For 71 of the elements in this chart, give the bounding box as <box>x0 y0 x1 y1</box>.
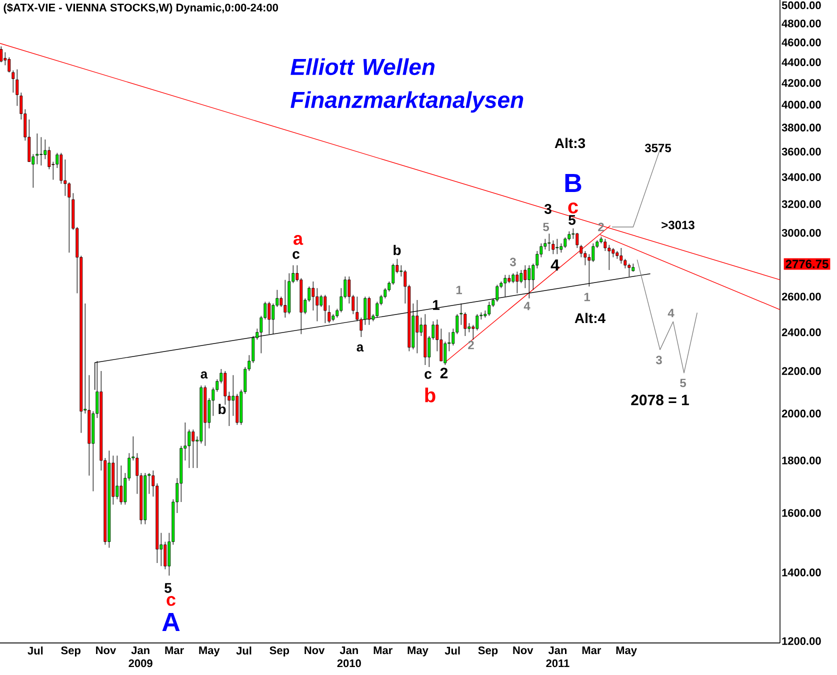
y-tick-label: 1600.00 <box>782 509 821 517</box>
x-tick-label: Jan 2011 <box>546 646 570 668</box>
annotation: Alt:4 <box>574 312 606 324</box>
annotation: 3575 <box>644 144 672 152</box>
y-tick-label: 3600.00 <box>782 148 821 156</box>
x-tick-label: May <box>408 646 428 656</box>
y-tick-label: 4800.00 <box>782 20 821 28</box>
annotation: 5 <box>164 583 172 593</box>
x-tick-label: Mar <box>582 646 602 654</box>
x-tick-label: Sep <box>478 646 498 656</box>
annotation: 4 <box>550 259 560 270</box>
annotation: b <box>425 388 436 402</box>
y-tick-label: 4400.00 <box>782 58 821 66</box>
annotation: 1 <box>432 300 440 310</box>
y-tick-label: 4000.00 <box>782 100 821 109</box>
annotation: 2 <box>440 368 448 378</box>
y-tick-label: 1200.00 <box>782 637 821 646</box>
annotation: 5 <box>680 378 686 388</box>
annotation: a <box>200 371 208 379</box>
x-tick-label: Jan 2009 <box>128 646 152 668</box>
annotation: b <box>218 404 226 414</box>
x-tick-label: Mar <box>165 646 184 654</box>
annotation: a <box>356 344 364 352</box>
y-tick-label: 2200.00 <box>782 367 821 375</box>
annotation: 1 <box>584 292 590 302</box>
annotation: c <box>568 202 578 214</box>
x-tick-label: Mar <box>374 646 392 654</box>
x-tick-label: Sep <box>61 646 80 656</box>
annotation: 3 <box>656 356 662 364</box>
x-tick-label: Nov <box>304 646 325 654</box>
y-tick-label: 3400.00 <box>782 173 821 182</box>
annotation: b <box>394 244 401 256</box>
annotation: a <box>294 235 304 245</box>
y-tick-label: 1800.00 <box>782 456 821 464</box>
y-tick-label: 3800.00 <box>782 124 821 132</box>
annotation: 4 <box>668 308 674 318</box>
y-tick-label: 3200.00 <box>782 200 821 208</box>
y-tick-label: 4200.00 <box>782 79 821 87</box>
x-tick-label: Sep <box>270 646 290 656</box>
x-tick-label: Nov <box>513 646 534 654</box>
y-tick-label: 5000.00 <box>782 1 821 10</box>
annotation: 1 <box>456 286 462 294</box>
y-tick-label: 2400.00 <box>782 328 821 336</box>
annotation: 5 <box>568 215 576 225</box>
x-tick-label: Jul <box>28 646 43 655</box>
x-tick-label: Jul <box>444 646 460 655</box>
annotation: c <box>292 251 300 259</box>
annotation: 3 <box>510 258 516 266</box>
x-tick-label: Jan 2010 <box>337 646 361 668</box>
chart-title: ($ATX-VIE - VIENNA STOCKS,W) Dynamic,0:00-24:00 <box>4 3 278 14</box>
x-tick-label: May <box>199 646 220 656</box>
annotation: c <box>166 596 176 606</box>
annotation: 4 <box>524 302 530 310</box>
annotation: 5 <box>543 222 550 232</box>
x-tick-label: May <box>616 646 637 656</box>
x-tick-label: Jul <box>236 646 252 655</box>
y-tick-label: 3000.00 <box>782 228 821 237</box>
text: 2776.75 <box>786 260 828 268</box>
annotation: 2078 = 1 <box>631 394 689 406</box>
y-tick-label: 1400.00 <box>782 568 821 576</box>
y-tick-label: 2600.00 <box>782 292 821 301</box>
annotation: B <box>565 174 582 192</box>
y-tick-label: 2000.00 <box>782 410 821 418</box>
x-tick-label: Nov <box>96 646 116 654</box>
y-tick-label: 4600.00 <box>782 38 821 46</box>
annotation: >3013 <box>662 220 694 230</box>
annotation: c <box>424 371 432 379</box>
text: Elliott Wellen Finanzmarktanalysen <box>290 58 524 113</box>
annotation: Alt:3 <box>554 138 586 148</box>
annotation: 2 <box>468 340 474 350</box>
annotation: A <box>162 613 180 631</box>
